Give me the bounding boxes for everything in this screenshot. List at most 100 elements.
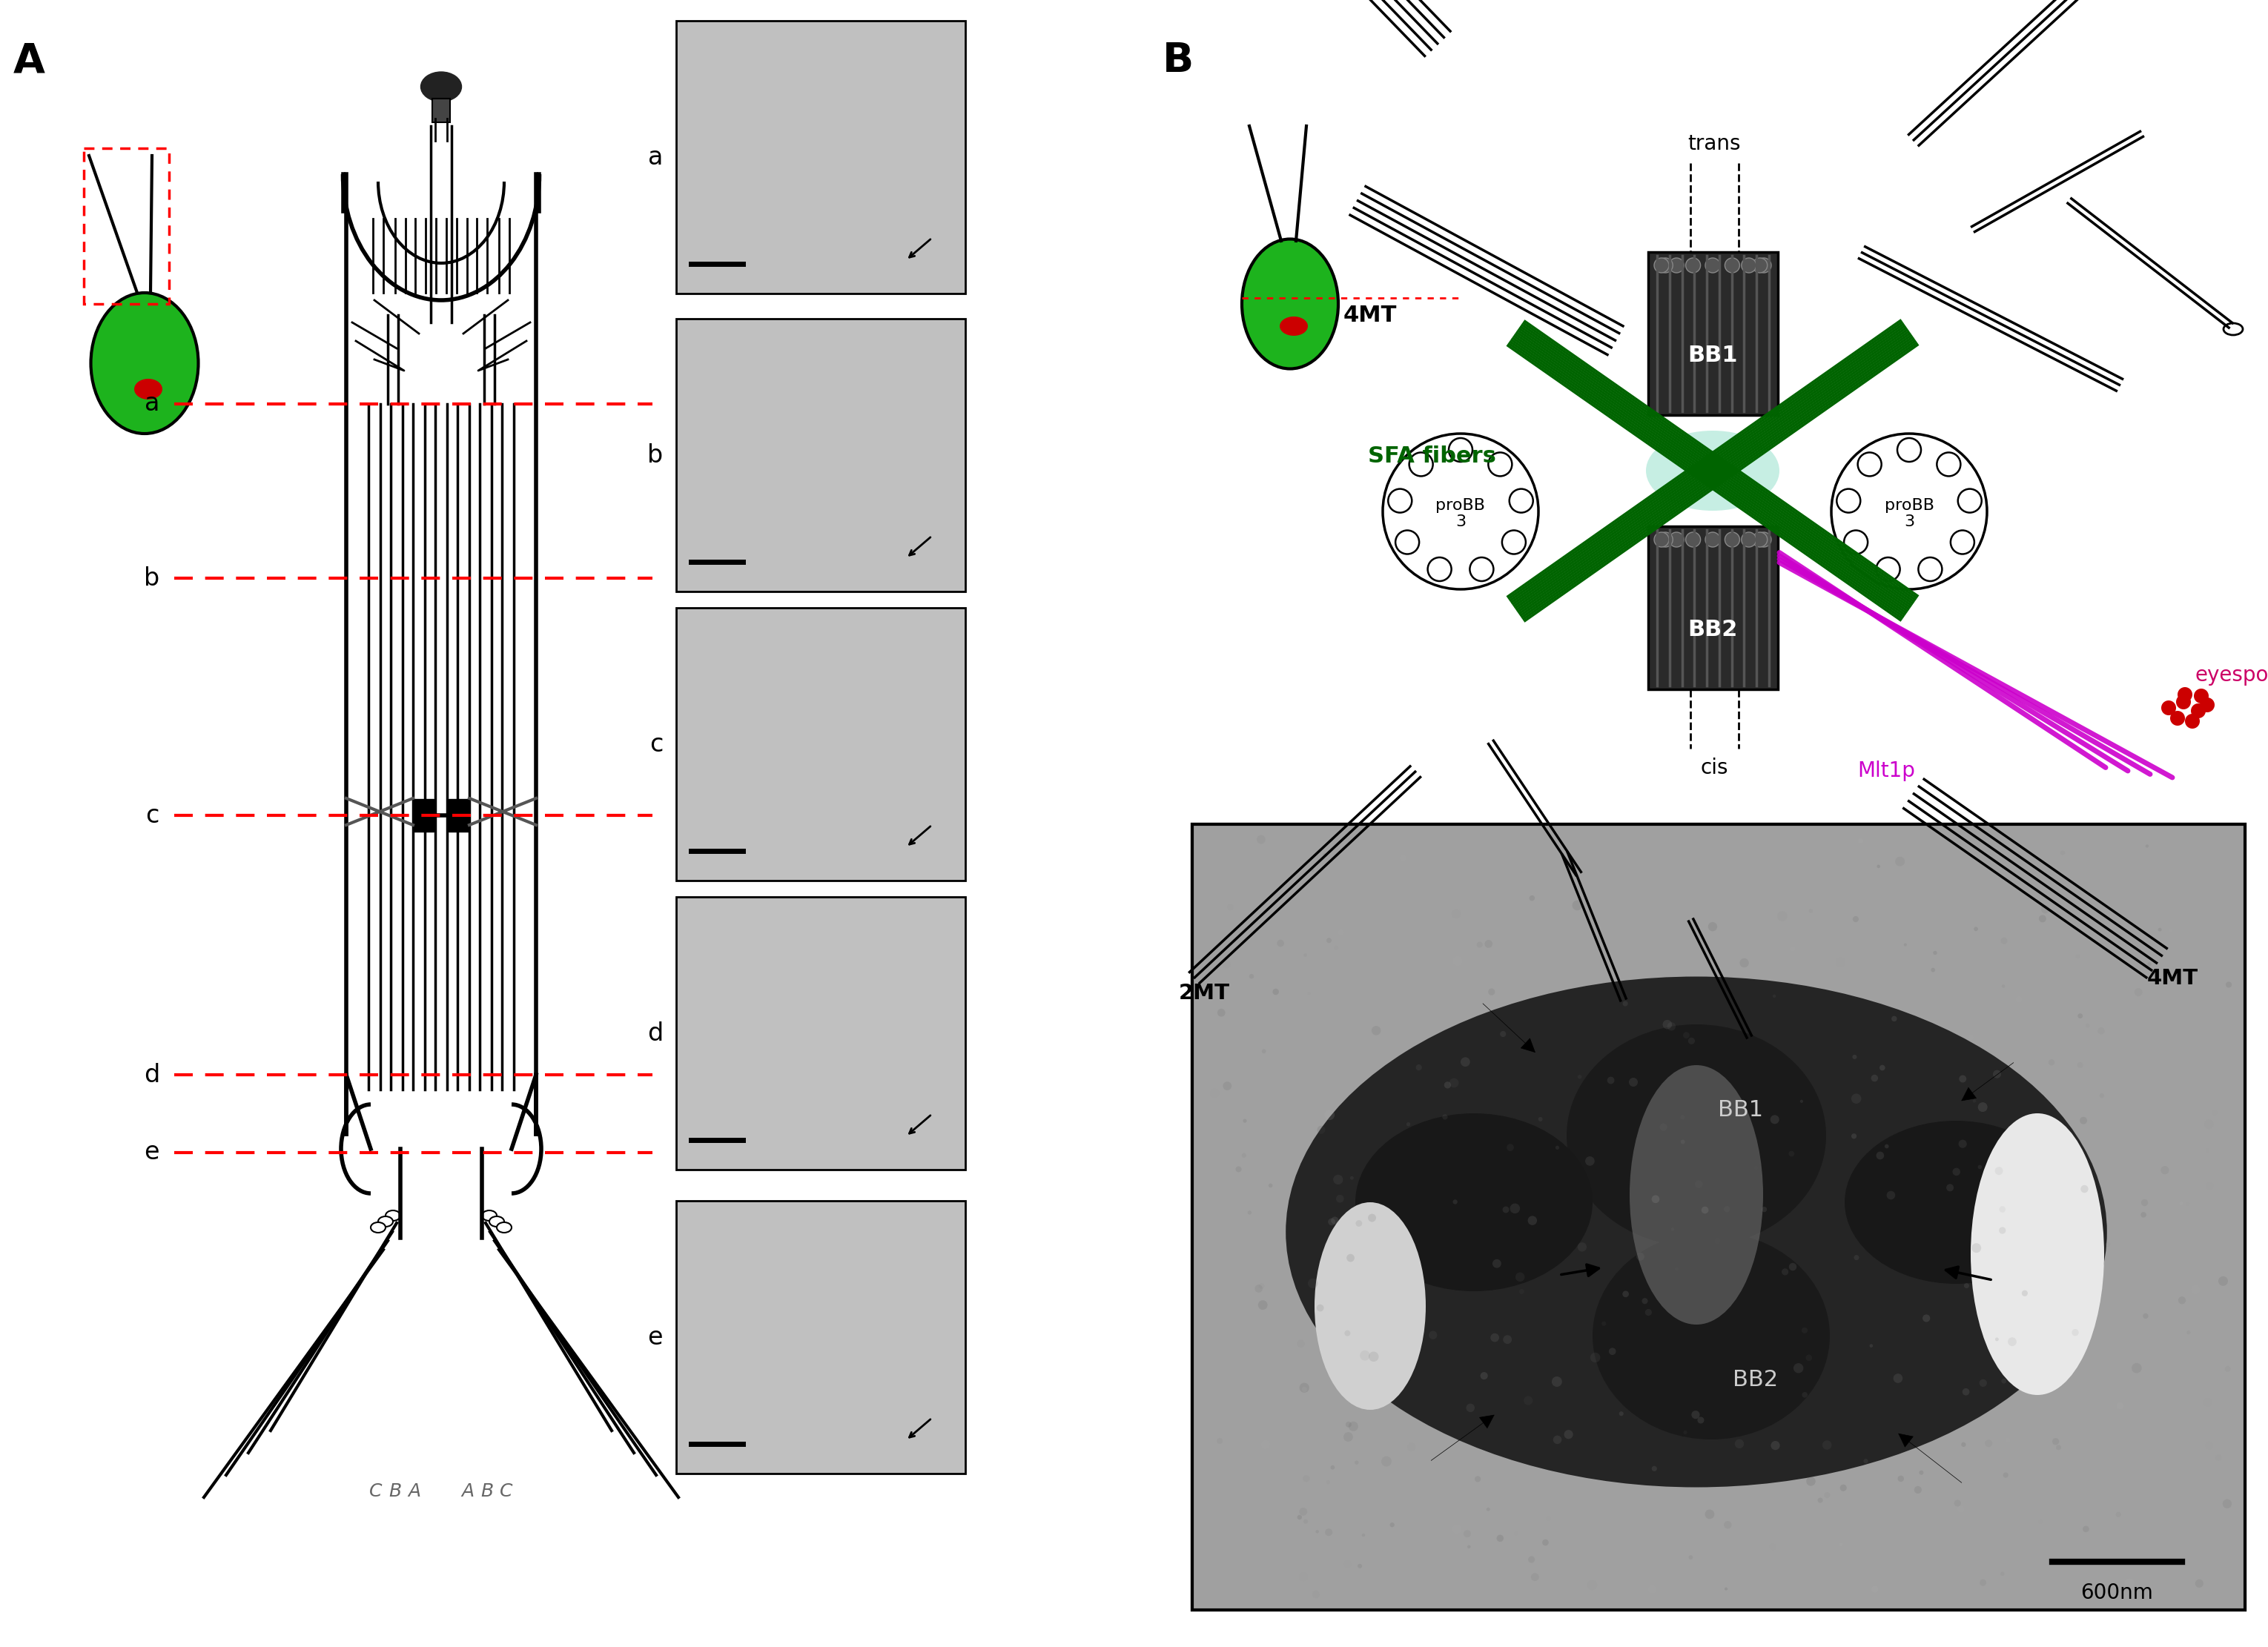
Ellipse shape — [497, 1222, 513, 1232]
Circle shape — [1696, 1416, 1703, 1423]
Ellipse shape — [1356, 1113, 1592, 1291]
Text: proBB: proBB — [1885, 497, 1935, 512]
Circle shape — [1837, 489, 1860, 512]
Circle shape — [1962, 1388, 1969, 1395]
Circle shape — [2191, 1285, 2200, 1295]
Circle shape — [1579, 1242, 1588, 1252]
Circle shape — [2080, 1117, 2087, 1125]
Circle shape — [1628, 1077, 1637, 1087]
Circle shape — [1914, 1486, 1921, 1494]
Circle shape — [1839, 1484, 1846, 1491]
Circle shape — [1222, 960, 1232, 968]
Circle shape — [1876, 557, 1901, 581]
Circle shape — [2016, 996, 2023, 1003]
Circle shape — [1508, 489, 1533, 512]
Circle shape — [1343, 1433, 1354, 1441]
Bar — [676, 608, 966, 881]
Circle shape — [1331, 1217, 1338, 1224]
Circle shape — [1354, 1461, 1359, 1464]
Text: e: e — [145, 1140, 159, 1164]
Circle shape — [1681, 1140, 1685, 1145]
Ellipse shape — [379, 1217, 392, 1227]
Ellipse shape — [1279, 316, 1309, 336]
Circle shape — [1864, 1459, 1869, 1464]
Circle shape — [1372, 1026, 1381, 1036]
Circle shape — [1243, 1118, 1247, 1123]
Circle shape — [1501, 1206, 1508, 1212]
Circle shape — [1572, 901, 1583, 911]
Circle shape — [1903, 944, 1907, 947]
Text: 2MT: 2MT — [1179, 983, 1229, 1003]
Bar — [676, 898, 966, 1169]
Circle shape — [2223, 1499, 2232, 1509]
Circle shape — [1937, 453, 1960, 476]
Ellipse shape — [134, 379, 163, 400]
Circle shape — [2204, 1398, 2211, 1407]
Circle shape — [2143, 1313, 2148, 1319]
Circle shape — [1529, 1215, 1538, 1225]
Circle shape — [1789, 1263, 1796, 1271]
Circle shape — [1302, 1476, 1309, 1482]
Circle shape — [1361, 1351, 1370, 1360]
Circle shape — [1429, 1331, 1438, 1339]
Circle shape — [1794, 1364, 1803, 1374]
Text: BB1: BB1 — [1719, 1099, 1765, 1120]
Ellipse shape — [2223, 323, 2243, 334]
Text: c: c — [145, 804, 159, 827]
Text: a: a — [649, 145, 662, 170]
Circle shape — [1839, 1543, 1844, 1547]
Circle shape — [1325, 1528, 1334, 1537]
Circle shape — [1801, 1327, 1808, 1334]
Ellipse shape — [490, 1217, 503, 1227]
Circle shape — [2000, 1379, 2007, 1383]
Circle shape — [1919, 1471, 1923, 1474]
Circle shape — [1588, 1579, 1597, 1589]
Circle shape — [1642, 1298, 1649, 1304]
Circle shape — [1608, 1347, 1617, 1355]
Circle shape — [1449, 438, 1472, 461]
Text: A: A — [460, 1482, 474, 1500]
Circle shape — [1998, 1206, 2005, 1212]
Circle shape — [1658, 532, 1674, 547]
Circle shape — [1556, 1146, 1560, 1150]
Circle shape — [1724, 1588, 1728, 1591]
Circle shape — [1524, 1397, 1533, 1405]
Circle shape — [1547, 1515, 1551, 1520]
Circle shape — [1345, 1560, 1352, 1568]
Circle shape — [2170, 712, 2184, 726]
Bar — [1649, 252, 1778, 415]
Circle shape — [1844, 530, 1869, 553]
Circle shape — [1463, 1530, 1472, 1537]
Circle shape — [1297, 1339, 1304, 1347]
Bar — [84, 148, 170, 305]
Circle shape — [1388, 489, 1413, 512]
Circle shape — [1805, 1354, 1812, 1360]
Text: 3: 3 — [1456, 514, 1465, 529]
Circle shape — [1674, 1267, 1678, 1271]
Circle shape — [1957, 489, 1982, 512]
Circle shape — [1701, 1207, 1708, 1214]
Circle shape — [1681, 1115, 1685, 1120]
Circle shape — [1955, 1500, 1962, 1507]
Circle shape — [1551, 1377, 1563, 1387]
Circle shape — [1259, 1299, 1268, 1309]
Circle shape — [1247, 1211, 1252, 1214]
Circle shape — [1585, 1156, 1594, 1166]
Circle shape — [1771, 1441, 1780, 1449]
Circle shape — [1830, 433, 1987, 590]
Circle shape — [1853, 1255, 1860, 1260]
Circle shape — [1996, 1166, 2003, 1174]
Circle shape — [2216, 1454, 2223, 1461]
Circle shape — [1871, 1586, 1878, 1593]
Circle shape — [1969, 1034, 1973, 1039]
Circle shape — [2075, 954, 2080, 959]
Circle shape — [2225, 982, 2232, 988]
Circle shape — [1254, 1285, 1263, 1293]
Circle shape — [1898, 438, 1921, 461]
Circle shape — [1256, 835, 1266, 843]
Circle shape — [1329, 1219, 1336, 1225]
Circle shape — [1885, 1145, 1889, 1148]
Circle shape — [1288, 1019, 1297, 1028]
Circle shape — [1334, 1174, 1343, 1184]
Bar — [676, 1201, 966, 1474]
